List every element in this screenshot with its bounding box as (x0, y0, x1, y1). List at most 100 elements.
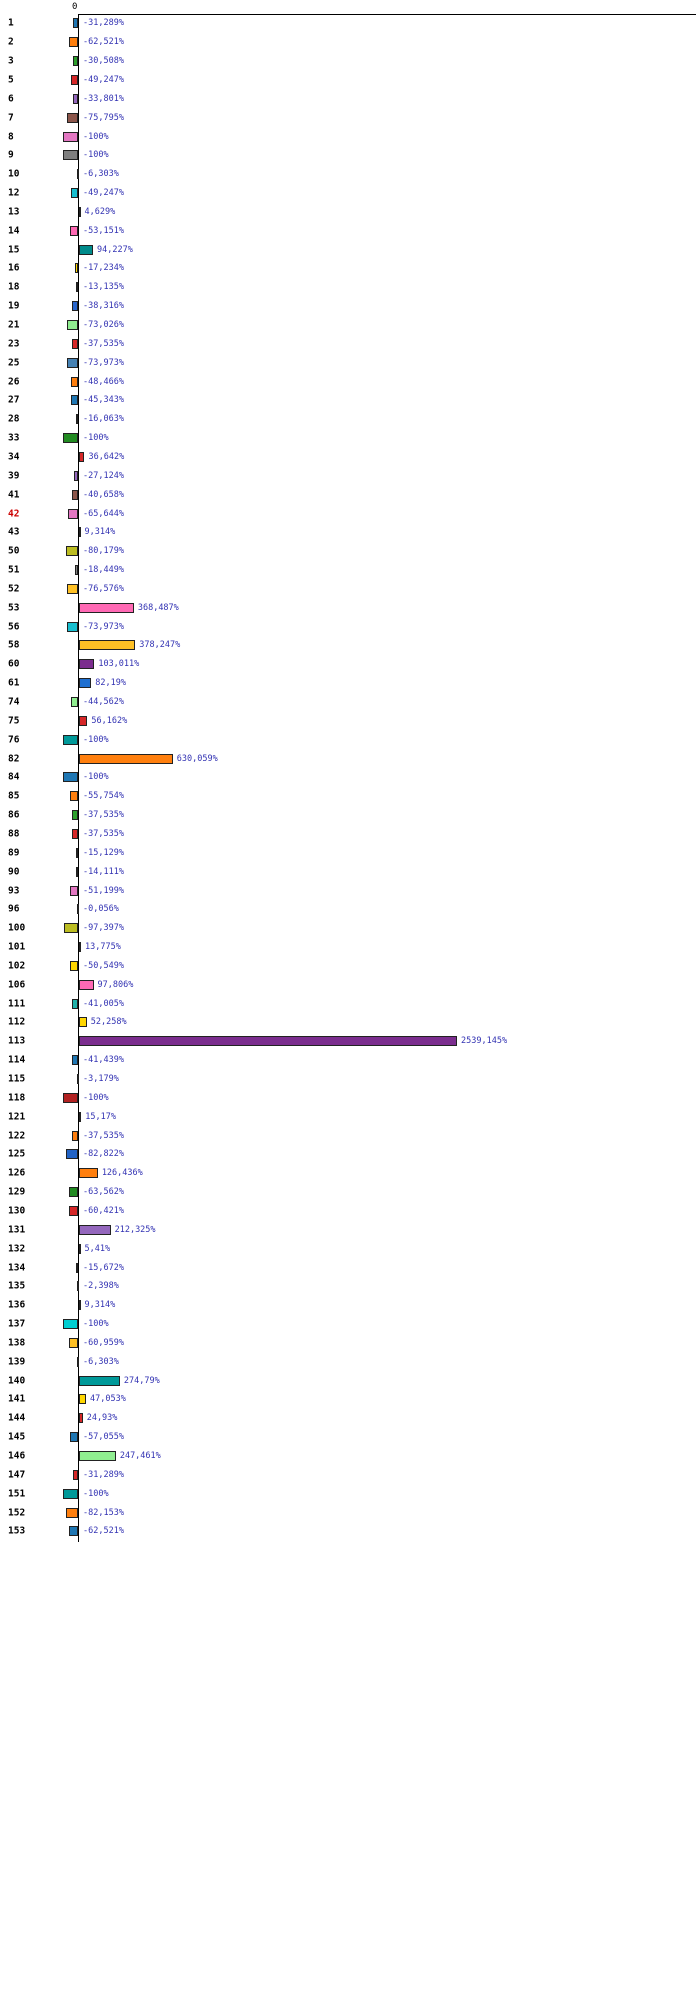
category-label: 75 (8, 715, 20, 727)
category-label: 74 (8, 696, 20, 708)
category-label: 113 (8, 1035, 26, 1047)
bar (65, 1149, 78, 1160)
bar (79, 602, 134, 613)
category-label: 43 (8, 526, 20, 538)
bar (66, 583, 78, 594)
bar-row: 19 -38,316% (0, 297, 700, 316)
category-label: 8 (8, 131, 14, 143)
value-label: -30,508% (83, 56, 124, 67)
bar (66, 357, 78, 368)
bar-row: 10 -6,303% (0, 165, 700, 184)
category-label: 28 (8, 413, 20, 425)
bar (70, 188, 78, 199)
bar-row: 84 -100% (0, 768, 700, 787)
bar (72, 93, 78, 104)
bar-row: 138 -60,959% (0, 1334, 700, 1353)
bar (70, 74, 78, 85)
category-label: 121 (8, 1111, 26, 1123)
category-label: 126 (8, 1167, 26, 1179)
bar (79, 1224, 111, 1235)
bar-row: 126 126,436% (0, 1164, 700, 1183)
bar-row: 27 -45,343% (0, 391, 700, 410)
bar (79, 1168, 98, 1179)
bar-row: 25 -73,973% (0, 353, 700, 372)
value-label: 378,247% (139, 640, 181, 651)
category-label: 115 (8, 1073, 26, 1085)
bar-row: 75 56,162% (0, 711, 700, 730)
value-label: -17,234% (83, 263, 124, 274)
bar-row: 121 15,17% (0, 1107, 700, 1126)
bar (67, 320, 78, 331)
category-label: 147 (8, 1469, 26, 1481)
value-label: -73,973% (83, 357, 124, 368)
value-label: 2539,145% (461, 1036, 508, 1047)
value-label: -14,111% (83, 866, 124, 877)
bar-row: 16 -17,234% (0, 259, 700, 278)
bar-row: 113 2539,145% (0, 1032, 700, 1051)
bar-row: 43 9,314% (0, 523, 700, 542)
category-label: 33 (8, 432, 20, 444)
bar (69, 1205, 78, 1216)
bar-row: 88 -37,535% (0, 825, 700, 844)
bar-row: 118 -100% (0, 1088, 700, 1107)
bar (79, 640, 136, 651)
bar (71, 395, 78, 406)
value-label: -76,576% (83, 583, 124, 594)
bar-row: 2 -62,521% (0, 33, 700, 52)
bar-row: 112 52,258% (0, 1013, 700, 1032)
value-label: -97,397% (83, 923, 124, 934)
bar-row: 93 -51,199% (0, 881, 700, 900)
category-label: 139 (8, 1356, 26, 1368)
bar (76, 904, 79, 915)
bar-row: 140 274,79% (0, 1371, 700, 1390)
bar (63, 923, 78, 934)
category-label: 90 (8, 866, 20, 878)
bar-row: 60 103,011% (0, 655, 700, 674)
category-label: 122 (8, 1130, 26, 1142)
bar (70, 225, 78, 236)
value-label: -31,289% (83, 18, 124, 29)
value-label: -37,535% (83, 1130, 124, 1141)
value-label: -13,135% (83, 282, 124, 293)
bar (68, 508, 78, 519)
bar (75, 1262, 78, 1273)
category-label: 6 (8, 93, 14, 105)
bar (76, 169, 79, 180)
value-label: -44,562% (83, 697, 124, 708)
bar (65, 1507, 78, 1518)
category-label: 112 (8, 1016, 26, 1028)
value-label: -6,303% (83, 1356, 119, 1367)
bar-row: 53 368,487% (0, 598, 700, 617)
bar-row: 130 -60,421% (0, 1202, 700, 1221)
bar (79, 659, 95, 670)
bar (79, 1300, 81, 1311)
category-label: 102 (8, 960, 26, 972)
value-label: -100% (83, 734, 109, 745)
bar (76, 1281, 79, 1292)
category-label: 16 (8, 262, 20, 274)
bar-row: 28 -16,063% (0, 410, 700, 429)
bar (73, 18, 78, 29)
bar (79, 753, 173, 764)
bar-row: 100 -97,397% (0, 919, 700, 938)
value-label: -45,343% (83, 395, 124, 406)
bar-row: 145 -57,055% (0, 1428, 700, 1447)
bar (79, 244, 94, 255)
bar-row: 26 -48,466% (0, 372, 700, 391)
value-label: 9,314% (84, 527, 116, 538)
category-label: 7 (8, 112, 14, 124)
bar (72, 810, 78, 821)
bar-row: 139 -6,303% (0, 1352, 700, 1371)
category-label: 39 (8, 470, 20, 482)
bar-row: 134 -15,672% (0, 1258, 700, 1277)
value-label: 9,314% (84, 1300, 116, 1311)
bar-row: 102 -50,549% (0, 957, 700, 976)
value-label: 368,487% (137, 602, 179, 613)
value-label: -82,822% (83, 1149, 124, 1160)
bar (75, 565, 78, 576)
bar-row: 14 -53,151% (0, 221, 700, 240)
category-label: 137 (8, 1318, 26, 1330)
value-label: -51,199% (83, 885, 124, 896)
category-label: 106 (8, 979, 26, 991)
bar-row: 41 -40,658% (0, 485, 700, 504)
